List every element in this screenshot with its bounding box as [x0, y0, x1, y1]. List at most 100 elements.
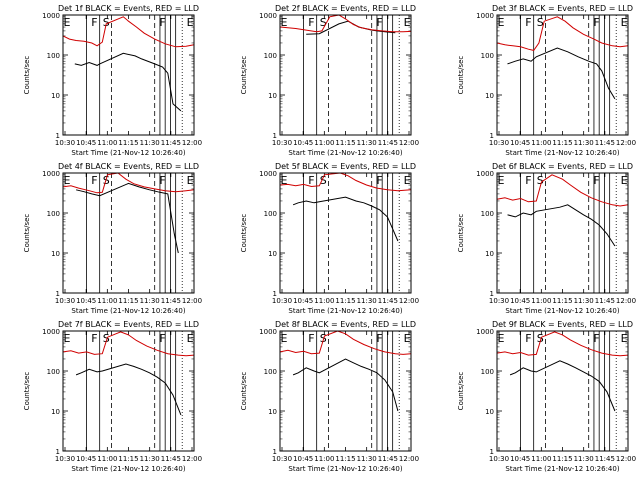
y-tick-label: 10 — [268, 92, 277, 100]
chart-title: Det 6f BLACK = Events, RED = LLD — [492, 162, 633, 171]
x-tick-label: 10:45 — [76, 455, 96, 463]
interval-marker-label: S — [537, 174, 544, 187]
x-tick-label: 11:00 — [97, 455, 117, 463]
interval-marker-label: F — [525, 16, 531, 29]
x-axis-label: Start Time (21-Nov-12 10:26:40) — [71, 465, 185, 473]
y-tick-label: 1000 — [42, 328, 60, 336]
chart-panel: Det 6f BLACK = Events, RED = LLD Counts/s… — [457, 162, 636, 315]
y-tick-label: 1 — [273, 132, 277, 140]
x-axis-label: Start Time (21-Nov-12 10:26:40) — [71, 307, 185, 315]
y-axis-label: Counts/sec — [240, 56, 248, 95]
y-tick-label: 100 — [264, 210, 277, 218]
interval-marker-label: F — [91, 332, 97, 345]
x-tick-label: 10:30 — [489, 139, 509, 147]
chart-title: Det 2f BLACK = Events, RED = LLD — [275, 4, 416, 13]
y-tick-label: 10 — [268, 250, 277, 258]
chart-title: Det 5f BLACK = Events, RED = LLD — [275, 162, 416, 171]
y-axis-label: Counts/sec — [23, 372, 31, 411]
chart-panel: Det 3f BLACK = Events, RED = LLD Counts/s… — [457, 4, 636, 157]
y-tick-label: 100 — [481, 52, 494, 60]
lld-series-line — [62, 16, 195, 48]
x-axis-label: Start Time (21-Nov-12 10:26:40) — [505, 149, 619, 157]
x-tick-label: 10:45 — [293, 139, 313, 147]
chart-panel: Det 1f BLACK = Events, RED = LLD Counts/s… — [23, 4, 202, 157]
y-tick-label: 100 — [264, 52, 277, 60]
y-tick-label: 1 — [490, 290, 494, 298]
interval-marker-label: F — [159, 174, 165, 187]
x-tick-label: 11:00 — [314, 297, 334, 305]
x-tick-label: 10:30 — [489, 297, 509, 305]
interval-marker-label: E — [187, 174, 194, 187]
interval-marker-label: E — [404, 16, 411, 29]
interval-marker-label: S — [320, 16, 327, 29]
x-tick-label: 12:00 — [182, 297, 202, 305]
x-tick-label: 12:00 — [616, 139, 636, 147]
y-tick-label: 100 — [481, 210, 494, 218]
interval-marker-label: F — [376, 16, 382, 29]
x-tick-label: 11:45 — [161, 455, 181, 463]
lld-series-line — [279, 14, 412, 33]
y-tick-label: 1 — [490, 448, 494, 456]
plot-frame — [279, 172, 412, 294]
x-tick-label: 11:45 — [378, 139, 398, 147]
x-tick-label: 11:30 — [574, 455, 594, 463]
x-tick-label: 12:00 — [182, 139, 202, 147]
x-tick-label: 10:30 — [55, 455, 75, 463]
interval-marker-label: F — [159, 16, 165, 29]
interval-marker-label: E — [497, 174, 504, 187]
x-tick-label: 10:30 — [272, 139, 292, 147]
lld-series-line — [279, 330, 412, 355]
events-series-line — [509, 360, 616, 412]
x-tick-label: 12:00 — [616, 455, 636, 463]
events-series-line — [292, 196, 399, 242]
interval-marker-label: F — [593, 16, 599, 29]
x-tick-label: 11:45 — [378, 455, 398, 463]
interval-marker-label: F — [91, 174, 97, 187]
interval-marker-label: F — [593, 332, 599, 345]
x-tick-label: 10:30 — [55, 139, 75, 147]
interval-marker-label: E — [280, 174, 287, 187]
x-tick-label: 11:30 — [357, 139, 377, 147]
x-tick-label: 11:30 — [574, 297, 594, 305]
x-tick-label: 10:45 — [293, 455, 313, 463]
y-axis-label: Counts/sec — [23, 56, 31, 95]
x-tick-label: 11:00 — [97, 139, 117, 147]
interval-marker-label: E — [497, 332, 504, 345]
chart-panel: Det 9f BLACK = Events, RED = LLD Counts/s… — [457, 320, 636, 473]
y-tick-label: 1 — [56, 448, 60, 456]
interval-marker-label: F — [593, 174, 599, 187]
x-tick-label: 11:30 — [574, 139, 594, 147]
x-tick-label: 11:15 — [118, 455, 138, 463]
interval-marker-label: F — [159, 332, 165, 345]
interval-marker-label: E — [63, 174, 70, 187]
x-tick-label: 11:15 — [552, 139, 572, 147]
x-tick-label: 12:00 — [182, 455, 202, 463]
x-tick-label: 11:30 — [357, 455, 377, 463]
y-tick-label: 1000 — [476, 328, 494, 336]
interval-marker-label: S — [537, 16, 544, 29]
interval-marker-label: E — [280, 332, 287, 345]
x-tick-label: 11:45 — [161, 297, 181, 305]
x-tick-label: 11:15 — [552, 297, 572, 305]
x-tick-label: 11:15 — [118, 139, 138, 147]
y-axis-label: Counts/sec — [240, 214, 248, 253]
y-tick-label: 1000 — [42, 12, 60, 20]
interval-marker-label: E — [404, 332, 411, 345]
x-tick-label: 10:30 — [55, 297, 75, 305]
x-tick-label: 11:00 — [531, 297, 551, 305]
x-tick-label: 11:00 — [531, 455, 551, 463]
chart-title: Det 7f BLACK = Events, RED = LLD — [58, 320, 199, 329]
x-tick-label: 10:45 — [510, 455, 530, 463]
x-axis-label: Start Time (21-Nov-12 10:26:40) — [288, 465, 402, 473]
x-tick-label: 10:30 — [272, 297, 292, 305]
chart-panel: Det 4f BLACK = Events, RED = LLD Counts/s… — [23, 162, 202, 315]
events-series-line — [507, 47, 616, 100]
interval-marker-label: E — [280, 16, 287, 29]
x-tick-label: 11:00 — [97, 297, 117, 305]
y-tick-label: 10 — [485, 408, 494, 416]
chart-title: Det 1f BLACK = Events, RED = LLD — [58, 4, 199, 13]
lld-series-line — [62, 331, 195, 357]
x-tick-label: 11:30 — [140, 297, 160, 305]
x-tick-label: 10:45 — [510, 297, 530, 305]
